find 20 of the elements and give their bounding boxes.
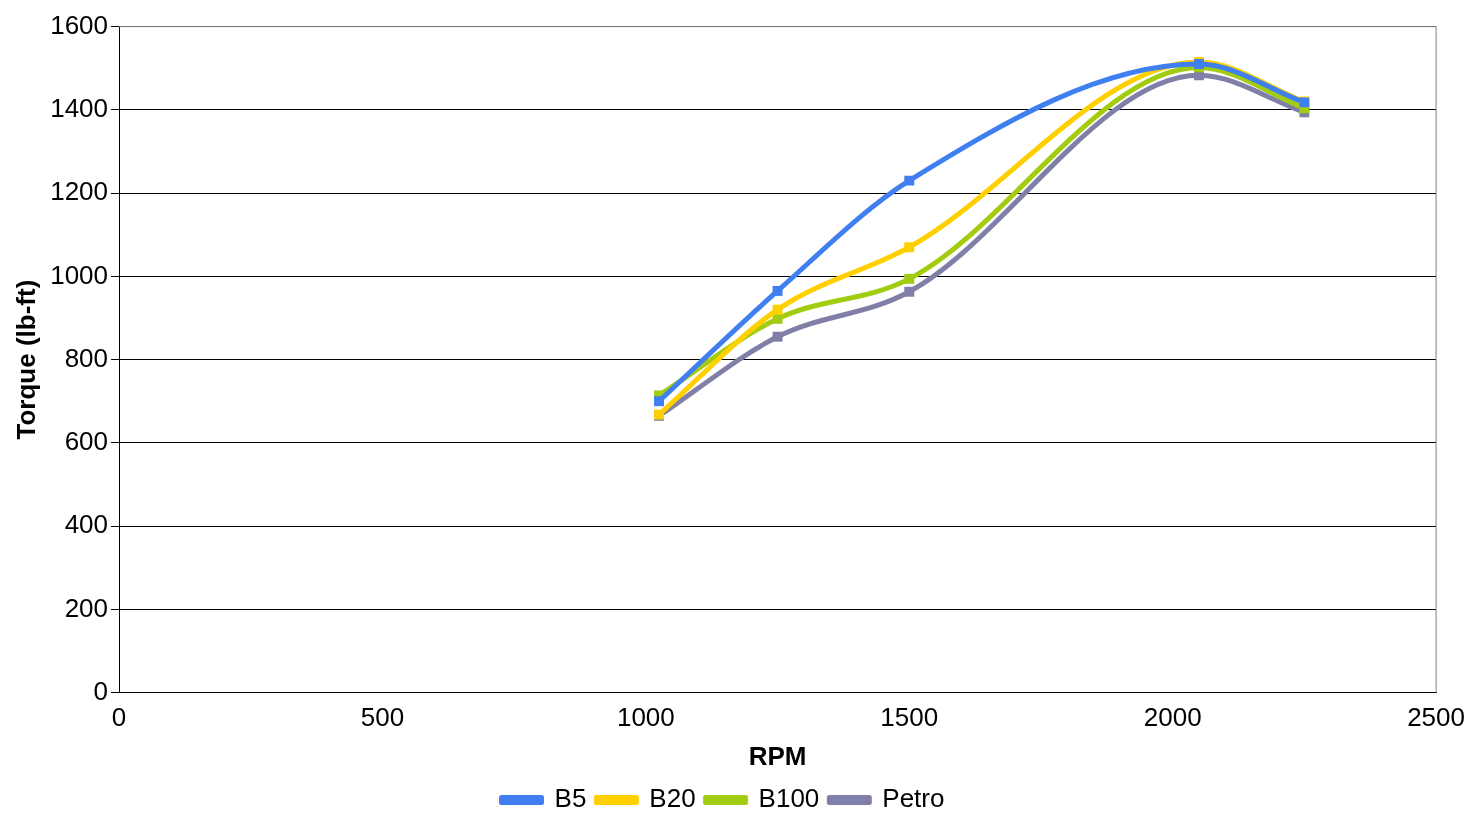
- y-tick-label: 0: [93, 675, 109, 706]
- x-tick-label: 2000: [1143, 702, 1202, 733]
- y-tick-label: 600: [64, 426, 109, 457]
- x-tick-label: 1500: [880, 702, 939, 733]
- y-tick-label: 200: [64, 592, 109, 623]
- x-tick-label: 1000: [616, 702, 675, 733]
- x-tick-label: 500: [360, 702, 405, 733]
- x-tick-label: 2500: [1407, 702, 1465, 733]
- y-tick-label: 1200: [50, 176, 109, 207]
- legend-label: B20: [649, 783, 696, 814]
- legend-label: B5: [554, 783, 587, 814]
- y-tick-label: 400: [64, 509, 109, 540]
- y-tick-label: 1600: [50, 9, 109, 40]
- y-tick-label: 1000: [50, 259, 109, 290]
- x-axis-title: RPM: [748, 740, 807, 771]
- y-tick-label: 1400: [50, 93, 109, 124]
- y-axis-title: Torque (lb-ft): [10, 279, 41, 440]
- y-tick-label: 800: [64, 342, 109, 373]
- legend-label: B100: [758, 783, 820, 814]
- legend-label: Petro: [882, 783, 945, 814]
